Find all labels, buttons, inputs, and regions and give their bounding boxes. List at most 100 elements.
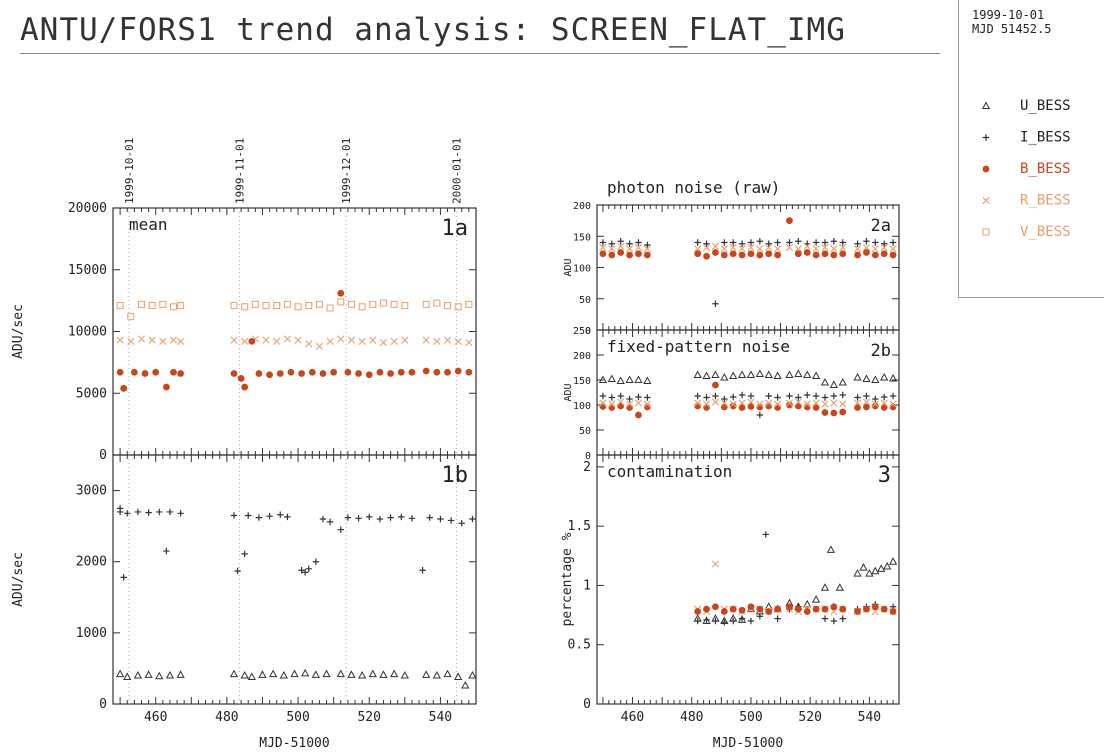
- panel-1a-ytick-label: 10000: [68, 325, 107, 340]
- point-R_BESS: [337, 335, 345, 343]
- panel-1b-xlabel: MJD-51000: [259, 736, 329, 751]
- panel-2a-ytick-label: 0: [585, 326, 591, 337]
- point-I_BESS: [747, 617, 755, 625]
- point-R_BESS: [756, 400, 764, 408]
- point-B_BESS: [821, 605, 829, 613]
- point-I_BESS: [830, 238, 838, 245]
- point-V_BESS: [444, 302, 452, 310]
- point-V_BESS: [454, 303, 462, 311]
- point-B_BESS: [854, 251, 861, 259]
- point-U_BESS: [347, 670, 356, 678]
- panel-3-ylabel: percentage %: [560, 532, 575, 626]
- point-B_BESS: [387, 370, 394, 377]
- legend-mjd-text: MJD 51452.5: [972, 22, 1052, 36]
- point-B_BESS: [599, 250, 607, 258]
- point-B_BESS: [454, 367, 462, 375]
- panel-3-xtick-label: 540: [858, 710, 881, 725]
- panel-2a-ytick-label: 200: [573, 201, 591, 212]
- legend-V_BESS-marker: [982, 228, 990, 236]
- point-U_BESS: [862, 374, 871, 382]
- point-I_BESS: [738, 615, 746, 622]
- panel-3-xlabel: MJD-51000: [713, 736, 783, 751]
- point-U_BESS: [871, 375, 880, 383]
- point-I_BESS: [635, 239, 642, 246]
- point-I_BESS: [821, 394, 829, 401]
- point-U_BESS: [269, 669, 278, 678]
- point-I_BESS: [854, 394, 861, 401]
- panel-2a-title: photon noise (raw): [607, 178, 780, 197]
- point-B_BESS: [712, 381, 719, 389]
- point-B_BESS: [694, 608, 702, 615]
- point-U_BESS: [729, 371, 738, 379]
- point-R_BESS: [738, 399, 746, 407]
- point-R_BESS: [765, 399, 773, 407]
- point-B_BESS: [765, 608, 773, 615]
- point-U_BESS: [853, 372, 862, 381]
- point-R_BESS: [785, 399, 794, 407]
- point-B_BESS: [626, 251, 633, 259]
- panel-1a-ytick-label: 15000: [68, 263, 107, 278]
- point-V_BESS: [326, 304, 334, 312]
- point-U_BESS: [737, 370, 747, 378]
- point-R_BESS: [839, 400, 847, 408]
- point-I_BESS: [703, 616, 710, 624]
- point-U_BESS: [155, 671, 164, 680]
- point-U_BESS: [290, 669, 299, 678]
- panel-3-title: contamination: [607, 462, 732, 481]
- point-U_BESS: [432, 671, 441, 679]
- point-R_BESS: [369, 336, 377, 344]
- point-B_BESS: [786, 217, 793, 225]
- panel-3-frame: [596, 454, 900, 705]
- point-B_BESS: [720, 251, 728, 259]
- point-R_BESS: [812, 399, 820, 407]
- point-I_BESS: [738, 240, 746, 247]
- point-U_BESS: [625, 375, 634, 383]
- point-I_BESS: [337, 526, 344, 533]
- point-I_BESS: [635, 393, 642, 401]
- point-B_BESS: [170, 368, 177, 376]
- point-U_BESS: [115, 669, 125, 678]
- point-R_BESS: [422, 336, 430, 344]
- point-R_BESS: [794, 245, 802, 253]
- point-B_BESS: [738, 251, 746, 259]
- point-U_BESS: [336, 669, 345, 678]
- point-R_BESS: [617, 398, 625, 406]
- point-B_BESS: [365, 371, 373, 379]
- point-I_BESS: [854, 240, 861, 247]
- point-B_BESS: [863, 403, 870, 411]
- point-R_BESS: [643, 245, 651, 253]
- series-2b-U_BESS: [598, 369, 898, 388]
- point-B_BESS: [703, 605, 710, 613]
- point-I_BESS: [872, 239, 879, 246]
- point-U_BESS: [829, 380, 839, 388]
- point-V_BESS: [283, 300, 291, 308]
- point-B_BESS: [889, 608, 897, 615]
- series-2a-I_BESS: [599, 238, 897, 307]
- point-I_BESS: [312, 558, 320, 565]
- point-B_BESS: [177, 370, 185, 377]
- point-U_BESS: [785, 370, 794, 378]
- series-2b-B_BESS: [599, 381, 897, 419]
- point-U_BESS: [643, 376, 652, 384]
- panel-2b-ytick-label: 250: [573, 326, 591, 337]
- point-R_BESS: [889, 400, 897, 408]
- point-I_BESS: [839, 615, 846, 622]
- point-U_BESS: [811, 595, 821, 603]
- point-V_BESS: [273, 302, 281, 310]
- point-B_BESS: [794, 605, 802, 613]
- point-U_BESS: [379, 670, 388, 678]
- point-B_BESS: [812, 404, 820, 411]
- point-R_BESS: [774, 400, 782, 408]
- point-I_BESS: [344, 514, 352, 521]
- point-I_BESS: [626, 395, 633, 403]
- point-B_BESS: [308, 368, 316, 376]
- point-I_BESS: [447, 517, 455, 524]
- point-B_BESS: [617, 249, 625, 256]
- point-V_BESS: [347, 300, 355, 308]
- panel-1b-xtick-label: 460: [144, 710, 167, 725]
- panel-1b-ytick-label: 0: [99, 697, 107, 712]
- point-R_BESS: [830, 245, 838, 253]
- point-I_BESS: [376, 515, 384, 523]
- point-I_BESS: [398, 513, 405, 521]
